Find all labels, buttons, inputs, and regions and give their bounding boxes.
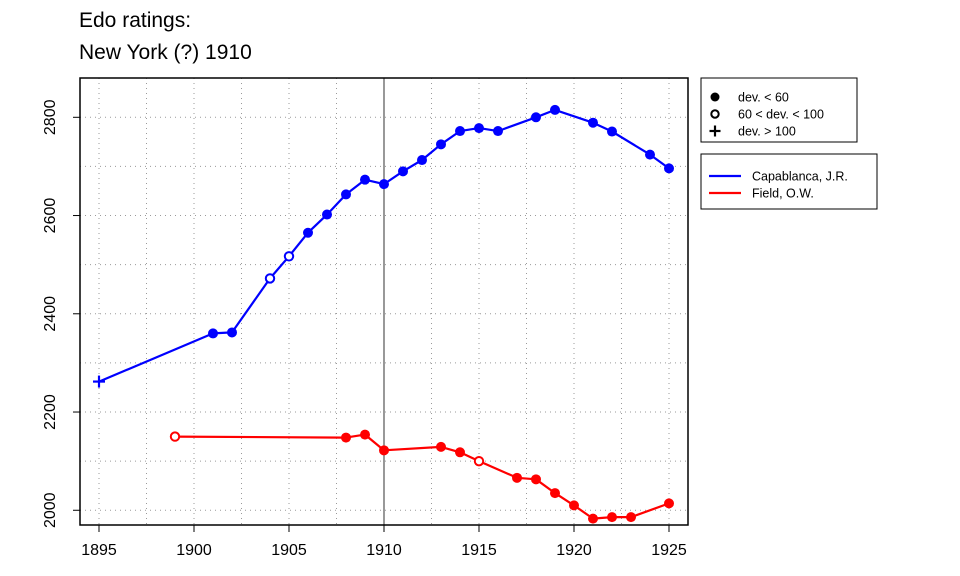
x-axis: 1895 1900 1905 1910 1915 1920 1925 xyxy=(81,525,687,559)
y-tick-label-4: 2800 xyxy=(42,99,59,135)
data-point-s1-11 xyxy=(588,513,598,524)
x-tick-label-5: 1920 xyxy=(556,542,592,559)
x-tick-label-6: 1925 xyxy=(651,542,687,559)
data-point-s0-11 xyxy=(417,155,427,166)
data-point-s1-10 xyxy=(569,500,579,511)
data-point-s0-19 xyxy=(607,126,617,137)
marker-legend-label-0: dev. < 60 xyxy=(738,91,789,105)
marker-legend-label-2: dev. > 100 xyxy=(738,125,796,139)
marker-legend-box xyxy=(700,77,858,143)
series-legend-box xyxy=(700,153,878,210)
data-point-s0-21 xyxy=(664,163,674,174)
data-point-s0-5 xyxy=(303,227,313,238)
data-point-s0-10 xyxy=(398,166,408,177)
series-line-0 xyxy=(98,108,670,383)
y-tick-label-3: 2600 xyxy=(42,198,59,234)
data-point-s1-12 xyxy=(607,512,617,523)
data-point-s1-8 xyxy=(531,474,541,485)
x-tick-label-2: 1905 xyxy=(271,542,307,559)
series-legend: Capablanca, J.R. Field, O.W. xyxy=(700,153,878,210)
data-point-s0-8 xyxy=(360,174,370,185)
marker-legend: dev. < 60 60 < dev. < 100 dev. > 100 xyxy=(700,77,858,143)
y-tick-label-2: 2400 xyxy=(42,296,59,332)
marker-legend-symbol-1 xyxy=(710,109,720,119)
data-point-s1-13 xyxy=(626,512,636,523)
data-point-s0-12 xyxy=(436,139,446,150)
data-point-s1-6 xyxy=(473,455,485,467)
x-tick-label-4: 1915 xyxy=(461,542,497,559)
data-point-s0-18 xyxy=(588,117,598,128)
data-point-s1-4 xyxy=(436,441,446,452)
data-point-s0-6 xyxy=(322,209,332,220)
data-point-s0-2 xyxy=(227,327,237,338)
marker-legend-label-1: 60 < dev. < 100 xyxy=(738,108,824,122)
data-point-s0-15 xyxy=(493,126,503,137)
x-tick-label-0: 1895 xyxy=(81,542,117,559)
data-point-s0-14 xyxy=(474,123,484,134)
data-point-s0-1 xyxy=(208,328,218,339)
data-point-s0-16 xyxy=(531,112,541,123)
data-point-s1-7 xyxy=(512,472,522,483)
series-legend-label-1: Field, O.W. xyxy=(752,187,814,201)
data-point-s1-5 xyxy=(455,447,465,458)
data-point-s1-3 xyxy=(379,445,389,456)
data-point-s0-3 xyxy=(264,273,276,284)
data-point-s0-9 xyxy=(379,179,389,190)
marker-legend-symbol-0 xyxy=(710,92,720,102)
series-legend-label-0: Capablanca, J.R. xyxy=(752,170,848,184)
series-line-1 xyxy=(174,433,670,520)
y-axis: 2000 2200 2400 2600 2800 xyxy=(42,99,80,528)
series-markers xyxy=(93,104,674,524)
data-point-s0-7 xyxy=(341,189,351,200)
data-point-s0-17 xyxy=(550,104,560,115)
data-point-s0-4 xyxy=(283,251,295,262)
data-point-s1-0 xyxy=(169,431,181,442)
x-tick-label-1: 1900 xyxy=(176,542,212,559)
data-point-s1-14 xyxy=(664,498,674,509)
data-point-s1-2 xyxy=(360,429,370,440)
data-point-s0-20 xyxy=(645,149,655,160)
data-point-s1-9 xyxy=(550,488,560,499)
marker-legend-symbol-2 xyxy=(709,125,721,137)
chart-title-line-1: Edo ratings: xyxy=(79,9,192,32)
x-tick-label-3: 1910 xyxy=(366,542,402,559)
data-point-s1-1 xyxy=(341,432,351,443)
data-point-s0-0 xyxy=(93,375,105,388)
y-tick-label-1: 2200 xyxy=(42,394,59,430)
chart-title-line-2: New York (?) 1910 xyxy=(79,41,252,64)
data-point-s0-13 xyxy=(455,126,465,137)
y-tick-label-0: 2000 xyxy=(42,492,59,528)
